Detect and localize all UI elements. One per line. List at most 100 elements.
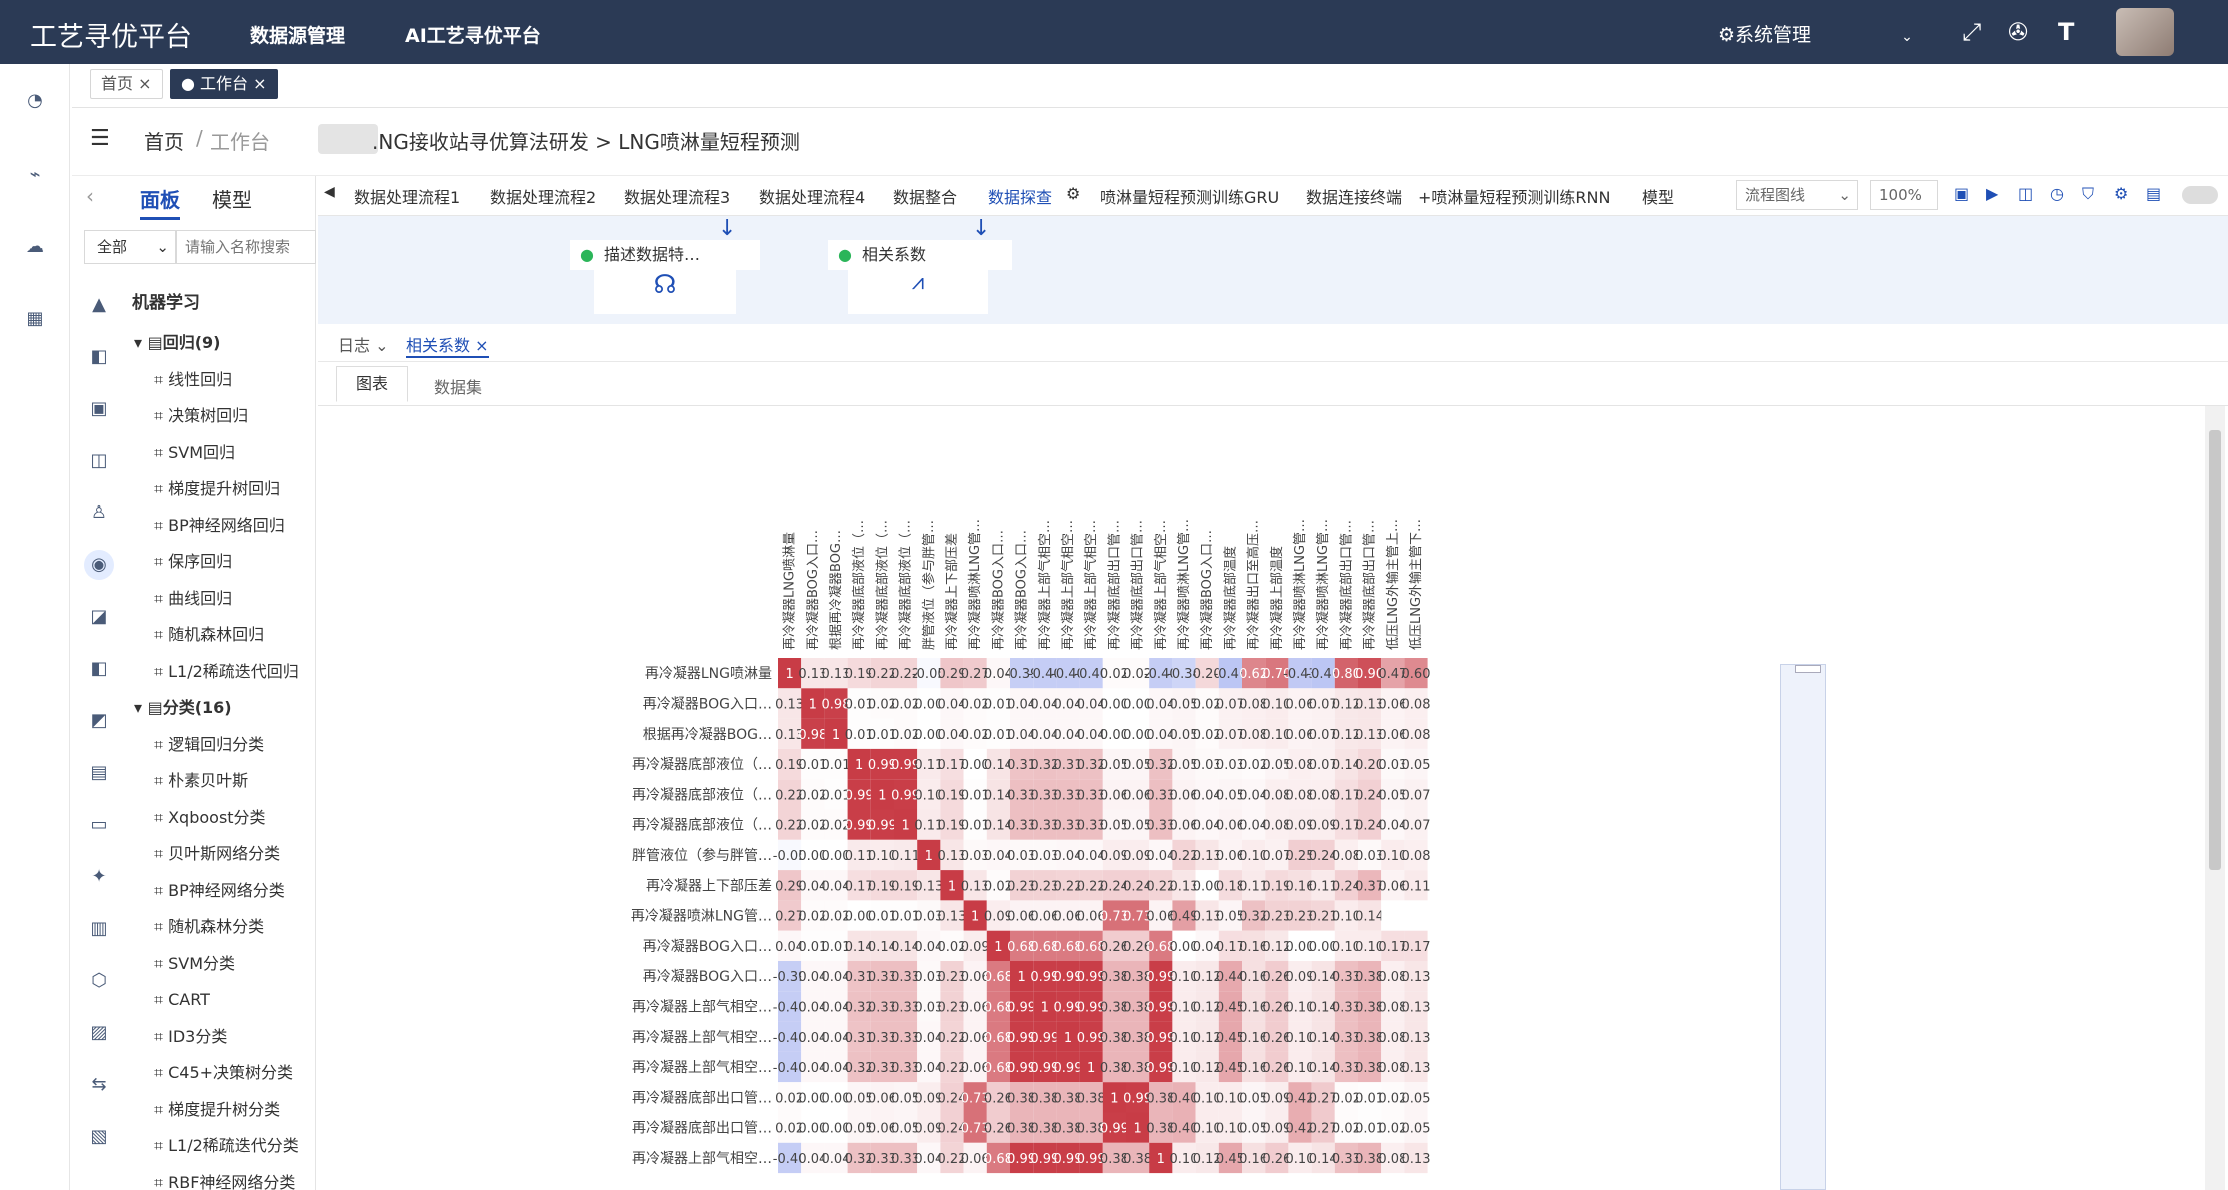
heatmap-cell[interactable]	[847, 1112, 871, 1143]
heatmap-cell[interactable]	[1102, 1021, 1126, 1052]
calendar-icon[interactable]: ▦	[26, 308, 44, 329]
heatmap-cell[interactable]	[1242, 1112, 1266, 1143]
heatmap-cell[interactable]	[1288, 991, 1312, 1022]
heatmap-cell[interactable]	[1404, 961, 1428, 992]
heatmap-cell[interactable]	[801, 900, 825, 931]
heatmap-cell[interactable]	[917, 839, 941, 871]
heatmap-cell[interactable]	[1056, 1082, 1080, 1113]
heatmap-cell[interactable]	[963, 991, 987, 1022]
heatmap-cell[interactable]	[1265, 809, 1289, 840]
heatmap-cell[interactable]	[1033, 779, 1057, 810]
heatmap-cell[interactable]	[963, 870, 987, 901]
heatmap-cell[interactable]	[1265, 688, 1289, 719]
heatmap-cell[interactable]	[1172, 658, 1196, 689]
heatmap-cell[interactable]	[1079, 809, 1103, 840]
toggle-switch[interactable]	[2182, 186, 2218, 204]
heatmap-cell[interactable]	[1126, 1142, 1150, 1174]
heatmap-cell[interactable]	[1334, 1021, 1358, 1052]
heatmap-cell[interactable]	[1172, 748, 1196, 780]
heatmap-cell[interactable]	[1172, 991, 1196, 1022]
breadcrumb-home[interactable]: 首页	[144, 130, 184, 154]
heatmap-cell[interactable]	[1033, 658, 1057, 689]
heatmap-cell[interactable]	[1334, 1082, 1358, 1113]
heatmap-cell[interactable]	[1404, 930, 1428, 961]
heatmap-cell[interactable]	[1288, 688, 1312, 719]
heatmap-cell[interactable]	[1149, 1142, 1173, 1174]
heatmap-cell[interactable]	[870, 991, 894, 1022]
heatmap-cell[interactable]	[801, 779, 825, 810]
heatmap-cell[interactable]	[917, 900, 941, 931]
heatmap-cell[interactable]	[778, 991, 802, 1022]
heatmap-cell[interactable]	[1010, 1021, 1034, 1052]
heatmap-cell[interactable]	[870, 718, 894, 749]
tree-item[interactable]: ⌗ SVM回归	[154, 442, 236, 462]
heatmap-cell[interactable]	[963, 718, 987, 749]
heatmap-cell[interactable]	[917, 658, 941, 689]
heatmap-cell[interactable]	[1311, 1051, 1335, 1083]
heatmap-cell[interactable]	[1010, 1051, 1034, 1083]
collapse-icon[interactable]: ‹	[86, 184, 94, 208]
heatmap-cell[interactable]	[801, 870, 825, 901]
heatmap-cell[interactable]	[1265, 1082, 1289, 1113]
heatmap-cell[interactable]	[801, 809, 825, 840]
heatmap-cell[interactable]	[1288, 1021, 1312, 1052]
heatmap-cell[interactable]	[778, 930, 802, 961]
heatmap-cell[interactable]	[1218, 1082, 1242, 1113]
heatmap-cell[interactable]	[1358, 1142, 1382, 1174]
heatmap-cell[interactable]	[1404, 1021, 1428, 1052]
heatmap-cell[interactable]	[1358, 930, 1382, 961]
scrollbar-thumb[interactable]	[2209, 430, 2221, 870]
heatmap-cell[interactable]	[870, 1142, 894, 1174]
document-icon[interactable]: ▤	[90, 762, 108, 783]
tab-panel[interactable]: 面板	[140, 184, 180, 220]
heatmap-cell[interactable]	[1195, 1082, 1219, 1113]
heatmap-cell[interactable]	[1265, 930, 1289, 961]
heatmap-cell[interactable]	[1056, 658, 1080, 689]
heatmap-cell[interactable]	[1102, 718, 1126, 749]
heatmap-cell[interactable]	[847, 991, 871, 1022]
heatmap-cell[interactable]	[1218, 1021, 1242, 1052]
heatmap-cell[interactable]	[1010, 779, 1034, 810]
heatmap-cell[interactable]	[1358, 961, 1382, 992]
heatmap-cell[interactable]	[1033, 688, 1057, 719]
heatmap-cell[interactable]	[1311, 809, 1335, 840]
heatmap-cell[interactable]	[778, 961, 802, 992]
heatmap-cell[interactable]	[801, 839, 825, 871]
transfer-icon[interactable]: ⇆	[91, 1074, 107, 1095]
heatmap-cell[interactable]	[1195, 870, 1219, 901]
heatmap-cell[interactable]	[778, 658, 802, 689]
heatmap-cell[interactable]	[940, 748, 964, 780]
heatmap-cell[interactable]	[1288, 900, 1312, 931]
heatmap-cell[interactable]	[940, 991, 964, 1022]
heatmap-cell[interactable]	[1056, 688, 1080, 719]
wf-tab-gru[interactable]: 喷淋量短程预测训练GRU	[1100, 188, 1280, 207]
heatmap-cell[interactable]	[1010, 658, 1034, 689]
heatmap-cell[interactable]	[894, 718, 918, 749]
heatmap-cell[interactable]	[986, 930, 1010, 961]
heatmap-cell[interactable]	[986, 658, 1010, 689]
heatmap-cell[interactable]	[1149, 688, 1173, 719]
heatmap-cell[interactable]	[1010, 930, 1034, 961]
tree-item[interactable]: ⌗ RBF神经网络分类	[154, 1172, 296, 1190]
heatmap-cell[interactable]	[801, 1082, 825, 1113]
heatmap-cell[interactable]	[1079, 1051, 1103, 1083]
heatmap-cell[interactable]	[1102, 991, 1126, 1022]
heatmap-cell[interactable]	[963, 809, 987, 840]
heatmap-cell[interactable]	[801, 1051, 825, 1083]
heatmap-cell[interactable]	[1172, 1082, 1196, 1113]
heatmap-cell[interactable]	[1265, 900, 1289, 931]
heatmap-cell[interactable]	[1195, 1051, 1219, 1083]
heatmap-cell[interactable]	[1102, 930, 1126, 961]
tree-item[interactable]: ⌗ 梯度提升树分类	[154, 1099, 281, 1119]
heatmap-cell[interactable]	[1381, 870, 1405, 901]
wf-tab-explore[interactable]: 数据探查	[988, 184, 1053, 218]
heatmap-cell[interactable]	[1033, 839, 1057, 871]
heatmap-cell[interactable]	[1172, 930, 1196, 961]
heatmap-cell[interactable]	[1079, 688, 1103, 719]
heatmap-cell[interactable]	[1334, 900, 1358, 931]
heatmap-cell[interactable]	[1149, 930, 1173, 961]
heatmap-cell[interactable]	[1010, 718, 1034, 749]
heatmap-cell[interactable]	[963, 779, 987, 810]
heatmap-cell[interactable]	[1381, 930, 1405, 961]
heatmap-cell[interactable]	[1288, 1112, 1312, 1143]
